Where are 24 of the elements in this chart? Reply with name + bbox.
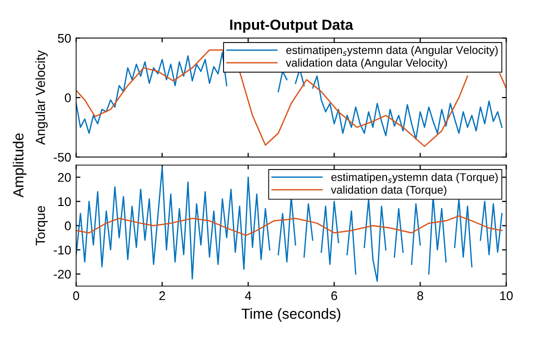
x-tick-label: 8 — [417, 291, 424, 300]
x-axis-title: Time (seconds) — [242, 308, 340, 322]
y-tick-label: 10 — [58, 197, 71, 206]
y-tick-label: -10 — [54, 246, 71, 254]
x-tick-label: 10 — [500, 291, 513, 300]
y-tick-label: 0 — [64, 93, 71, 102]
y-tick-label: -20 — [54, 270, 71, 279]
legend-label: validation data (Angular Velocity) — [286, 58, 447, 69]
legend-label: estimatipen$_{s}$ystemn data (Torque) — [331, 172, 498, 184]
chart-title: Input-Output Data — [230, 20, 354, 33]
text: Amplitude — [12, 133, 26, 198]
y-axis-title: Torque — [36, 206, 48, 246]
y-tick-label: -50 — [54, 152, 71, 162]
y-tick-label: 20 — [58, 173, 71, 182]
x-tick-label: 2 — [159, 291, 166, 300]
y-tick-label: 0 — [64, 221, 71, 230]
legend-label: estimatipen$_{s}$ystemn data (Angular Velocity) — [286, 46, 498, 56]
x-tick-label: 6 — [331, 291, 338, 300]
legend-label: validation data (Torque) — [330, 186, 446, 196]
x-tick-label: 4 — [245, 291, 252, 300]
y-axis-title: Angular Velocity — [35, 50, 48, 145]
y-tick-label: 50 — [58, 34, 71, 43]
x-tick-label: 0 — [73, 291, 80, 300]
line-series — [76, 215, 503, 236]
